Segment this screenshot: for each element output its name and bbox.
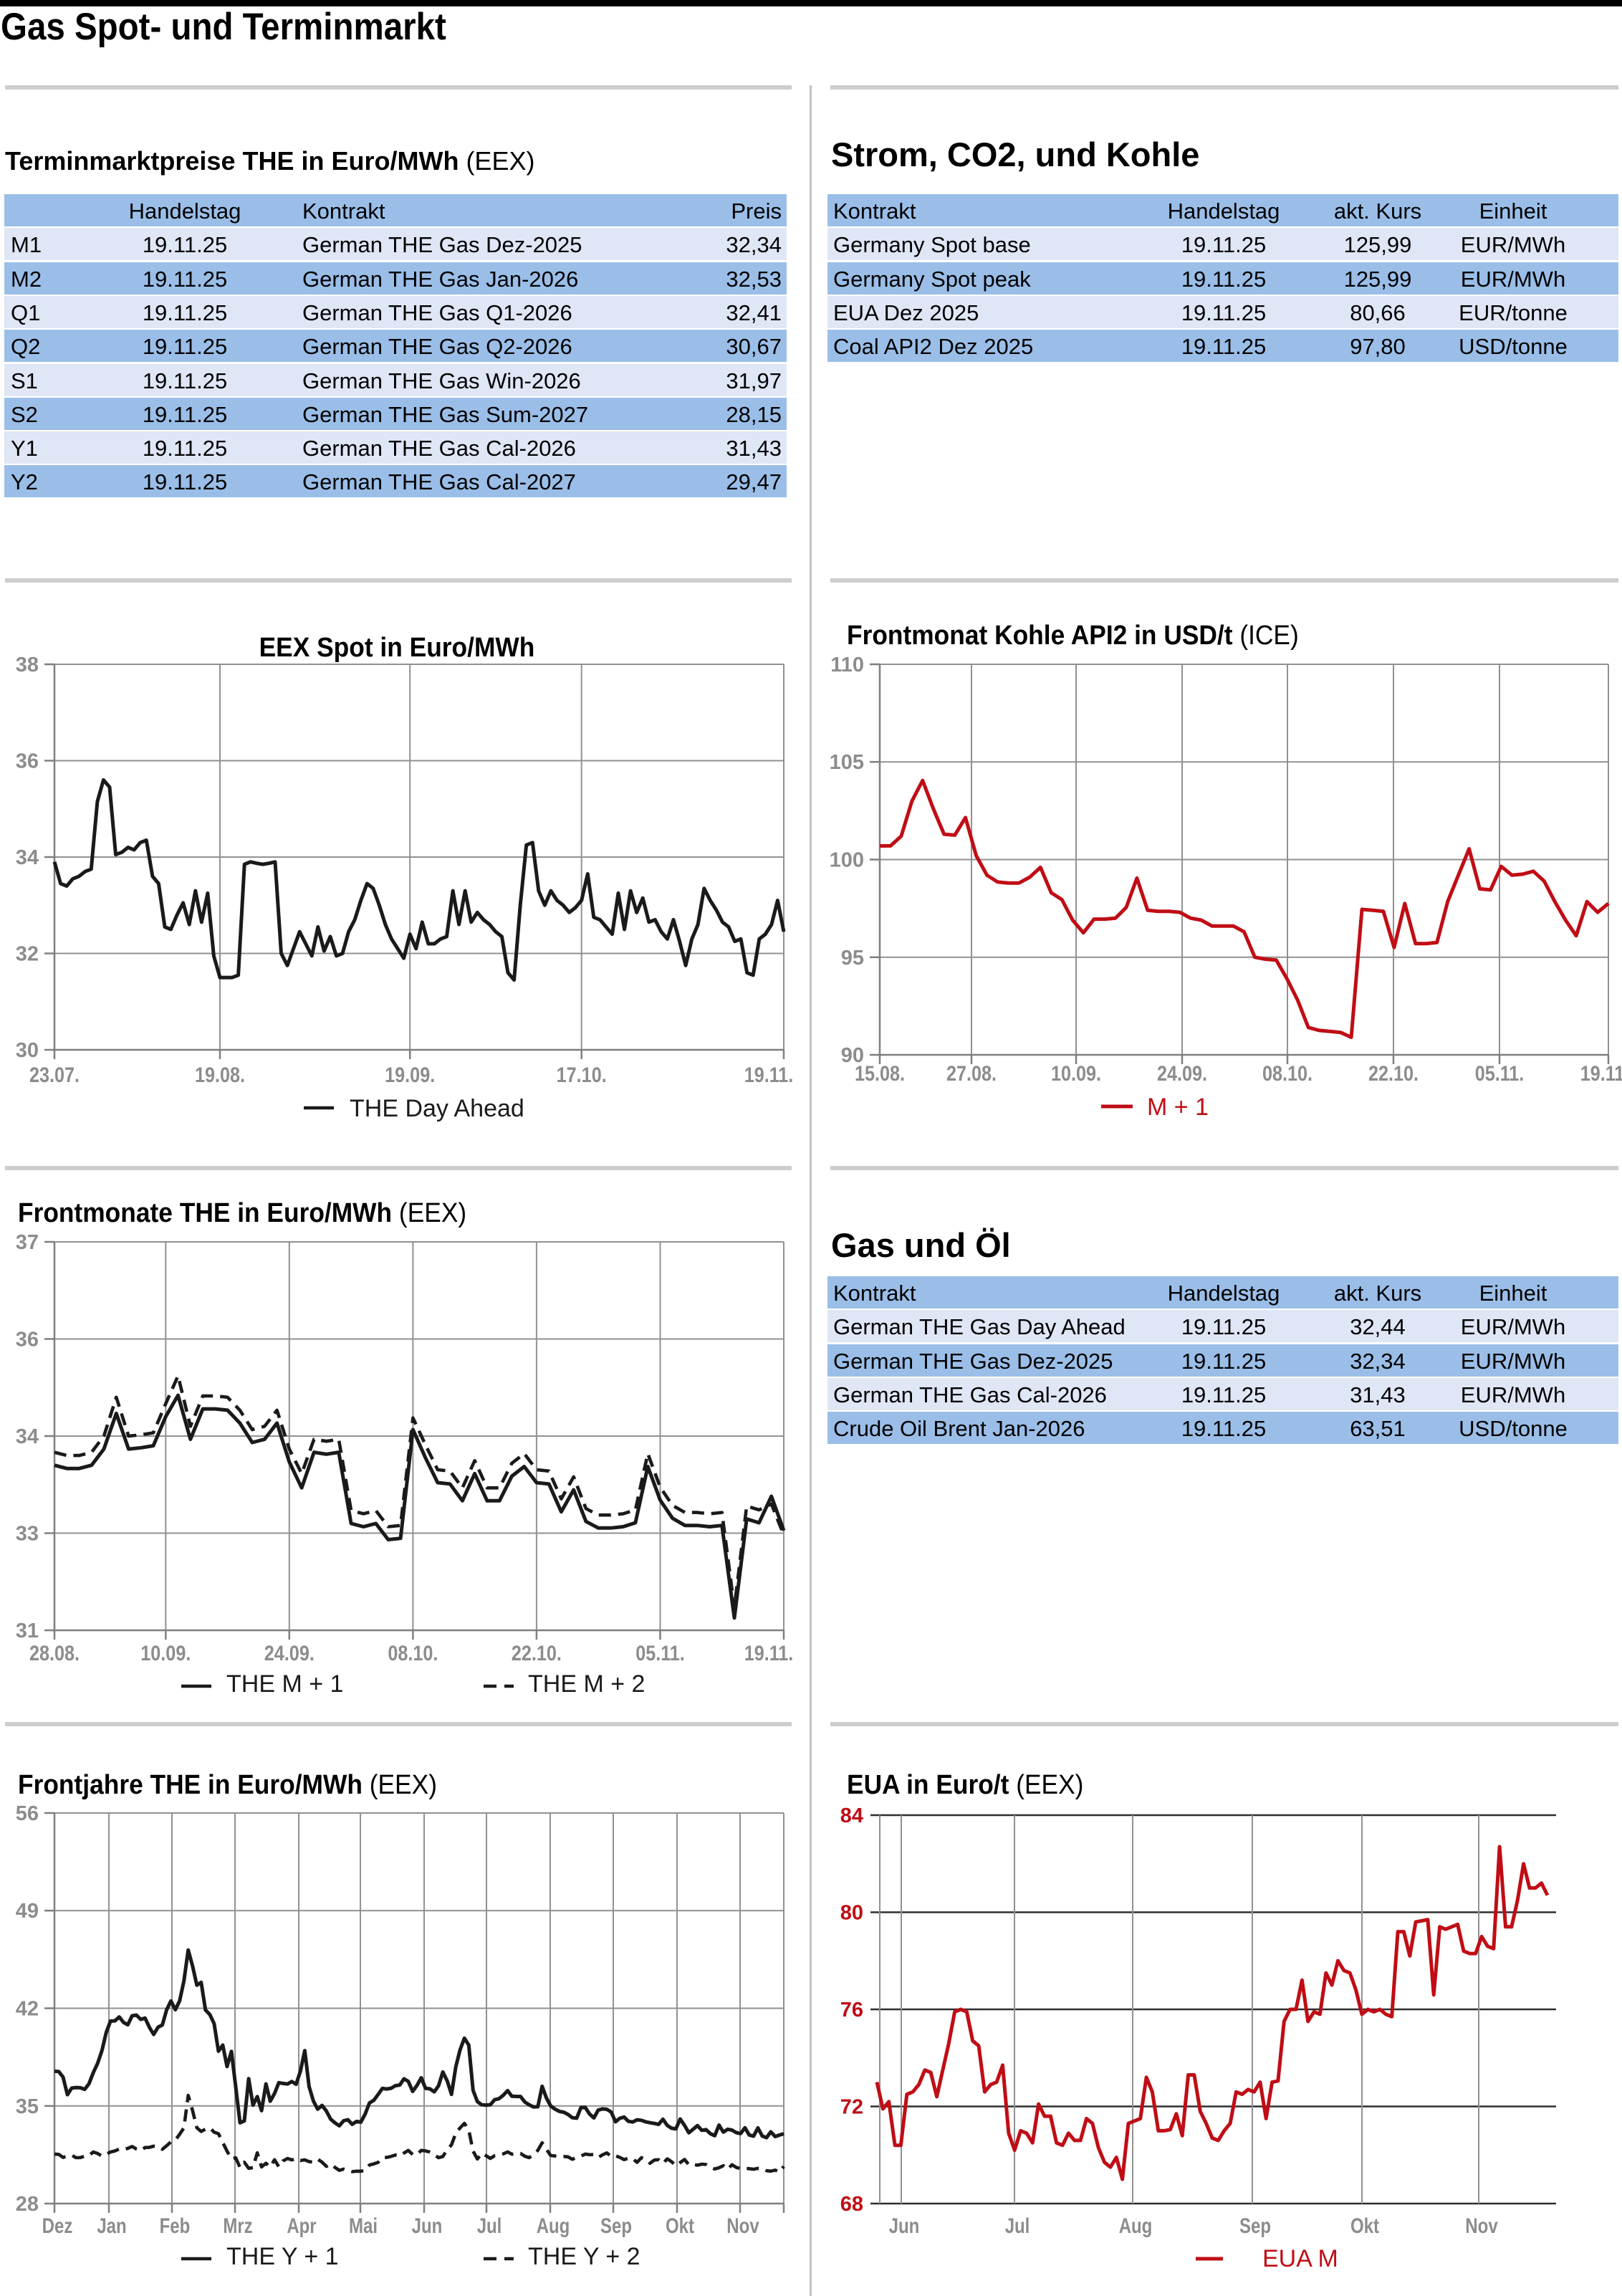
svg-text:Aug: Aug <box>537 2214 570 2238</box>
svg-text:76: 76 <box>840 1999 863 2022</box>
svg-text:105: 105 <box>830 751 864 774</box>
svg-text:84: 84 <box>840 1804 863 1827</box>
svg-text:95: 95 <box>841 947 864 970</box>
svg-text:M + 1: M + 1 <box>1147 1094 1209 1121</box>
svg-text:23.07.: 23.07. <box>29 1063 80 1087</box>
svg-text:36: 36 <box>16 1329 39 1352</box>
svg-text:Mai: Mai <box>349 2214 378 2238</box>
svg-text:Feb: Feb <box>160 2214 191 2238</box>
svg-text:Mrz: Mrz <box>223 2214 252 2238</box>
svg-text:Nov: Nov <box>1465 2214 1498 2238</box>
svg-text:35: 35 <box>16 2095 39 2118</box>
svg-text:19.11.: 19.11. <box>744 1642 794 1665</box>
svg-text:30: 30 <box>16 1039 39 1062</box>
svg-text:Jan: Jan <box>97 2214 126 2238</box>
svg-text:19.09.: 19.09. <box>385 1063 435 1087</box>
svg-text:05.11.: 05.11. <box>1475 1062 1525 1086</box>
svg-text:Jul: Jul <box>477 2214 502 2238</box>
svg-text:Frontjahre THE in Euro/MWh (EE: Frontjahre THE in Euro/MWh (EEX) <box>18 1769 437 1799</box>
svg-text:10.09.: 10.09. <box>140 1642 191 1665</box>
svg-text:EUA in Euro/t (EEX): EUA in Euro/t (EEX) <box>847 1769 1083 1799</box>
svg-text:THE M + 1: THE M + 1 <box>226 1670 343 1698</box>
svg-text:19.11.: 19.11. <box>1580 1062 1622 1086</box>
svg-text:19.11.: 19.11. <box>744 1063 794 1087</box>
svg-text:Okt: Okt <box>666 2214 694 2238</box>
svg-text:32: 32 <box>16 943 39 966</box>
svg-text:Jul: Jul <box>1005 2214 1030 2238</box>
svg-text:36: 36 <box>16 750 39 773</box>
svg-text:34: 34 <box>16 846 39 869</box>
svg-text:24.09.: 24.09. <box>1157 1062 1207 1086</box>
svg-text:THE Y + 2: THE Y + 2 <box>528 2243 640 2270</box>
svg-text:80: 80 <box>840 1902 863 1925</box>
svg-text:110: 110 <box>830 654 864 676</box>
svg-text:22.10.: 22.10. <box>512 1642 562 1665</box>
svg-text:31: 31 <box>16 1620 39 1642</box>
svg-text:42: 42 <box>16 1998 39 2021</box>
svg-text:Jun: Jun <box>412 2214 443 2238</box>
svg-text:37: 37 <box>16 1231 39 1254</box>
svg-text:Okt: Okt <box>1350 2214 1379 2238</box>
svg-text:Jun: Jun <box>889 2214 920 2238</box>
svg-text:28.08.: 28.08. <box>29 1642 80 1665</box>
svg-text:72: 72 <box>840 2096 863 2119</box>
svg-text:100: 100 <box>830 849 864 872</box>
svg-text:EUA M: EUA M <box>1262 2245 1338 2272</box>
svg-text:Frontmonat Kohle API2 in USD/t: Frontmonat Kohle API2 in USD/t (ICE) <box>847 620 1299 650</box>
svg-text:Dez: Dez <box>42 2214 73 2238</box>
svg-text:56: 56 <box>16 1802 39 1825</box>
svg-text:08.10.: 08.10. <box>1262 1062 1313 1086</box>
svg-text:Nov: Nov <box>726 2214 759 2238</box>
svg-text:Sep: Sep <box>600 2214 632 2238</box>
svg-text:49: 49 <box>16 1900 39 1923</box>
svg-text:90: 90 <box>841 1044 864 1067</box>
svg-text:THE Day Ahead: THE Day Ahead <box>350 1095 524 1122</box>
svg-text:19.08.: 19.08. <box>195 1063 245 1087</box>
svg-text:Frontmonate THE in Euro/MWh (E: Frontmonate THE in Euro/MWh (EEX) <box>18 1197 466 1228</box>
svg-text:Sep: Sep <box>1239 2214 1271 2238</box>
svg-text:24.09.: 24.09. <box>264 1642 315 1665</box>
svg-text:38: 38 <box>16 654 39 676</box>
svg-text:28: 28 <box>16 2193 39 2216</box>
svg-text:10.09.: 10.09. <box>1051 1062 1101 1086</box>
svg-text:05.11.: 05.11. <box>635 1642 685 1665</box>
svg-text:Apr: Apr <box>287 2214 317 2238</box>
svg-text:68: 68 <box>840 2193 863 2216</box>
svg-text:27.08.: 27.08. <box>946 1062 997 1086</box>
svg-text:34: 34 <box>16 1425 39 1448</box>
svg-text:THE M + 2: THE M + 2 <box>528 1670 645 1698</box>
svg-text:08.10.: 08.10. <box>388 1642 438 1665</box>
svg-text:17.10.: 17.10. <box>557 1063 607 1087</box>
svg-text:15.08.: 15.08. <box>855 1062 905 1086</box>
svg-text:Aug: Aug <box>1119 2214 1153 2238</box>
svg-text:22.10.: 22.10. <box>1368 1062 1419 1086</box>
svg-text:THE Y + 1: THE Y + 1 <box>226 2243 339 2270</box>
svg-text:33: 33 <box>16 1523 39 1546</box>
svg-text:EEX Spot in Euro/MWh: EEX Spot in Euro/MWh <box>259 632 535 662</box>
